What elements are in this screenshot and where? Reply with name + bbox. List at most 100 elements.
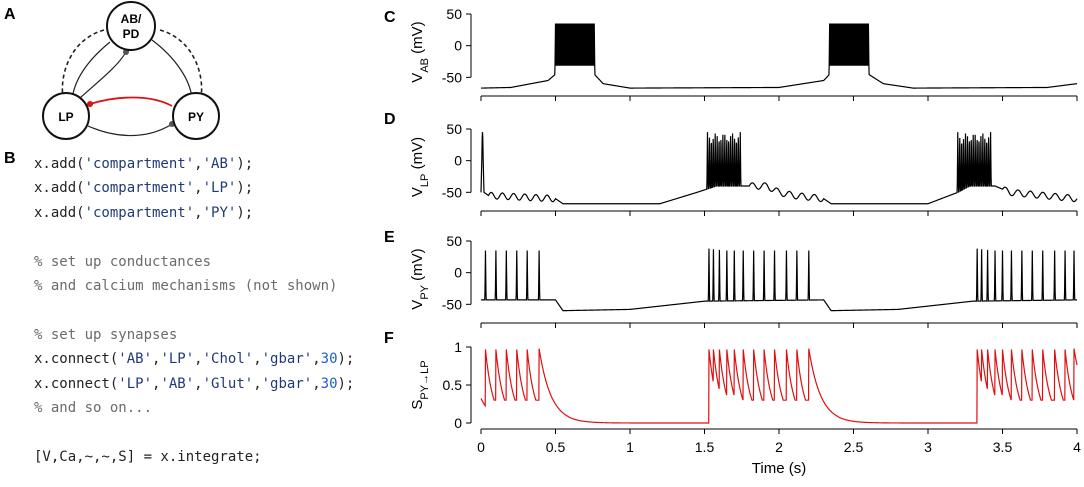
lp-ab-synapse: [79, 51, 127, 99]
code-string: 'AB': [160, 375, 195, 392]
panel-letter-e: E: [384, 229, 395, 246]
y-tick-label-e: -50: [442, 296, 462, 312]
panel-letter-b: B: [4, 150, 16, 167]
trace-c: [480, 23, 1078, 89]
py-lp-synapse: [89, 96, 173, 107]
code-punct: ,: [312, 375, 321, 392]
node-py: [172, 92, 220, 140]
x-tick-label: 0.5: [546, 439, 566, 455]
code-punct: ,: [152, 375, 161, 392]
code-line: x.connect('LP','AB','Glut','gbar',30);: [34, 372, 354, 396]
y-axis-label-f: SPY→LP: [409, 360, 431, 409]
ab-lp-dashed-coupling: [61, 29, 105, 103]
y-axis-label-c: VAB (mV): [409, 21, 431, 82]
code-punct: ,: [194, 351, 203, 368]
code-punct: ,: [152, 351, 161, 368]
node-ab-label-line2: PD: [123, 27, 140, 41]
x-tick-label: 3: [924, 439, 932, 455]
code-punct: ,: [312, 351, 321, 368]
y-tick-label-f: 0.5: [443, 377, 463, 393]
x-tick-label: 3.5: [993, 439, 1013, 455]
code-string: 'compartment': [84, 204, 195, 221]
code-number: 30: [320, 375, 338, 392]
y-axis-label-e: VPY (mV): [409, 248, 431, 309]
x-axis-label: Time (s): [752, 460, 806, 477]
panel-letter-a: A: [4, 6, 16, 23]
code-string: 'AB': [202, 156, 237, 172]
code-punct: );: [337, 375, 355, 392]
code-listing: x.add('compartment','AB'); x.add('compart…: [34, 152, 354, 469]
trace-e: [481, 248, 1077, 312]
code-string: 'Chol': [202, 351, 254, 368]
trace-f: [480, 348, 1078, 424]
network-diagram: AB/ PD LP PY: [42, 1, 220, 140]
code-punct: );: [236, 156, 254, 172]
code-line: % and so on...: [34, 396, 354, 420]
code-line: x.add('compartment','AB');: [34, 152, 354, 176]
code-function: x.add(: [34, 204, 85, 221]
y-tick-label-e: 50: [446, 233, 462, 249]
y-tick-label-c: -50: [442, 69, 462, 85]
code-string: 'PY': [202, 204, 237, 221]
code-punct: );: [236, 180, 254, 197]
panel-letter-c: C: [384, 9, 396, 26]
code-punct: );: [337, 351, 355, 368]
node-ab-pd: [106, 1, 156, 51]
y-tick-label-d: -50: [442, 184, 462, 200]
code-punct: ,: [194, 180, 203, 197]
x-tick-label: 1.5: [695, 439, 715, 455]
code-string: 'LP': [118, 375, 153, 392]
x-tick-label: 4: [1073, 439, 1081, 455]
code-line: [V,Ca,~,~,S] = x.integrate;: [34, 448, 262, 465]
code-line: % and calcium mechanisms (not shown): [34, 274, 354, 298]
code-number: 30: [320, 351, 338, 368]
y-tick-label-d: 0: [454, 153, 462, 169]
code-string: 'gbar': [261, 375, 313, 392]
code-punct: ,: [194, 204, 203, 221]
code-function: x.add(: [34, 180, 85, 197]
code-line: x.connect('AB','LP','Chol','gbar',30);: [34, 347, 354, 371]
lp-py-synapse: [87, 123, 173, 137]
code-string: 'Glut': [202, 375, 254, 392]
x-tick-label: 2.5: [844, 439, 864, 455]
y-tick-label-e: 0: [454, 265, 462, 281]
x-tick-label: 1: [626, 439, 634, 455]
code-string: 'AB': [118, 351, 153, 368]
panel-letter-d: D: [384, 111, 396, 128]
code-string: 'gbar': [261, 351, 313, 368]
code-function: x.add(: [34, 156, 85, 172]
node-ab-label-line1: AB/: [121, 12, 142, 26]
code-line: x.add('compartment','PY');: [34, 201, 354, 225]
code-comment: % and so on...: [34, 399, 153, 416]
code-string: 'compartment': [84, 180, 195, 197]
y-tick-label-d: 50: [446, 121, 462, 137]
code-comment: % set up conductances: [34, 253, 212, 270]
code-punct: );: [236, 204, 254, 221]
code-comment: % set up synapses: [34, 326, 178, 343]
y-axis-label-d: VLP (mV): [409, 137, 431, 197]
y-tick-label-c: 0: [454, 38, 462, 54]
y-tick-label-c: 50: [446, 6, 462, 22]
code-line: % set up synapses: [34, 323, 354, 347]
y-tick-label-f: 1: [454, 339, 462, 355]
code-function: x.connect(: [34, 375, 119, 392]
panel-letter-f: F: [384, 330, 394, 347]
code-string: 'LP': [160, 351, 195, 368]
node-lp: [42, 92, 90, 140]
code-function: x.connect(: [34, 351, 119, 368]
synapse-terminal-py-lp: [87, 101, 93, 107]
code-string: 'LP': [202, 180, 237, 197]
code-string: 'compartment': [84, 156, 195, 172]
ab-py-dashed-coupling: [159, 29, 203, 103]
x-tick-label: 2: [775, 439, 783, 455]
node-py-label: PY: [188, 110, 204, 124]
code-punct: ,: [253, 351, 262, 368]
trace-d: [480, 132, 1078, 205]
y-tick-label-f: 0: [454, 415, 462, 431]
code-punct: ,: [194, 156, 203, 172]
code-line: % set up conductances: [34, 250, 354, 274]
code-comment: % and calcium mechanisms (not shown): [34, 277, 338, 294]
x-tick-label: 0: [477, 439, 485, 455]
node-lp-label: LP: [58, 110, 73, 124]
